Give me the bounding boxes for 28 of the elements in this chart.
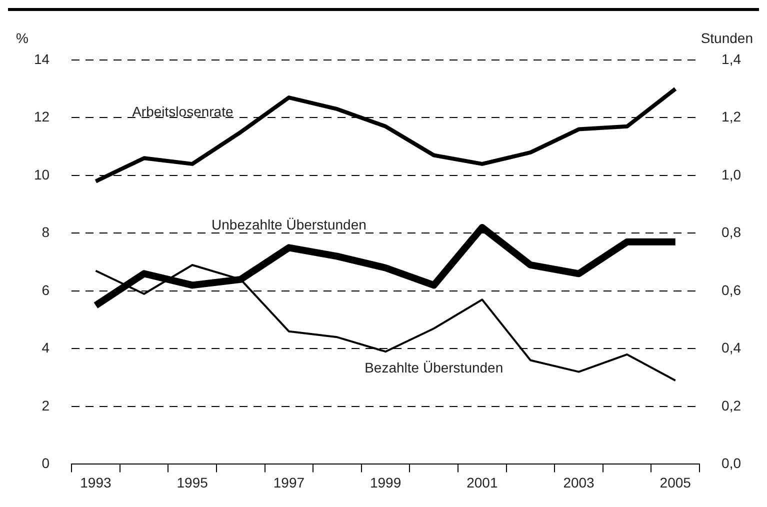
y-tick-label: 12	[34, 108, 50, 125]
y-tick-label: 14	[34, 50, 50, 67]
y2-tick-label: 1,2	[722, 108, 742, 125]
x-tick-label: 1995	[176, 474, 208, 490]
x-tick-label: 1993	[80, 474, 112, 490]
y2-tick-label: 0,0	[722, 455, 742, 472]
y-tick-label: 0	[42, 455, 50, 472]
x-tick-label: 1997	[273, 474, 305, 490]
x-tick-label: 2003	[563, 474, 595, 490]
y-tick-label: 8	[42, 224, 50, 240]
y2-tick-label: 0,4	[722, 340, 742, 356]
series-label: Arbeitslosenrate	[132, 104, 234, 120]
series-label: Bezahlte Überstunden	[364, 359, 504, 376]
x-tick-label: 2005	[660, 474, 692, 490]
y2-tick-label: 0,6	[722, 282, 742, 298]
y-tick-label: 6	[42, 282, 50, 298]
y2-tick-label: 0,8	[722, 224, 742, 240]
y-tick-label: 10	[34, 166, 50, 182]
y-tick-label: 2	[42, 397, 50, 414]
x-tick-label: 1999	[370, 474, 402, 490]
y-tick-label: 4	[42, 340, 50, 356]
y2-tick-label: 0,2	[722, 397, 742, 414]
series-label: Unbezahlte Überstunden	[212, 216, 366, 233]
y-axis-title: %	[16, 30, 28, 46]
y2-tick-label: 1,4	[722, 50, 742, 67]
y2-axis-title: Stunden	[700, 30, 753, 46]
x-tick-label: 2001	[466, 474, 498, 490]
y2-tick-label: 1,0	[722, 166, 742, 182]
